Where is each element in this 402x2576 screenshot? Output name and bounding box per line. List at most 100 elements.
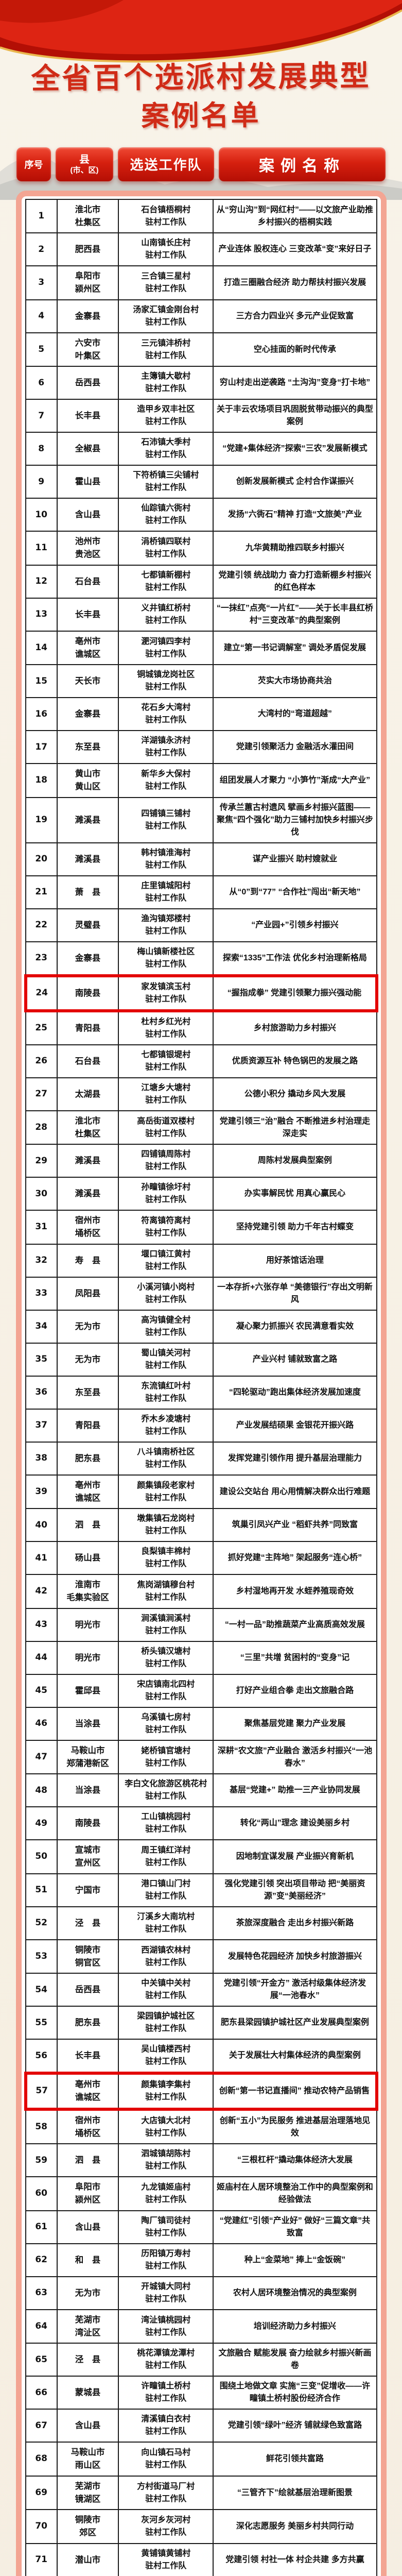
row-number: 27: [25, 1077, 58, 1111]
row-number: 62: [25, 2243, 58, 2277]
row-team: 吴山镇楼西村 驻村工作队: [118, 2039, 214, 2074]
row-team: 八斗镇南桥社区 驻村工作队: [118, 1441, 214, 1476]
row-team: 梁园镇护城社区 驻村工作队: [118, 2006, 214, 2040]
row-number: 2: [25, 232, 58, 267]
table-row: 24 南陵县 家发镇滨玉村 驻村工作队 “握指成拳” 党建引领聚力振兴强动能: [24, 974, 378, 1012]
row-team: 工山镇桃园村 驻村工作队: [118, 1806, 214, 1841]
table-row: 60 阜阳市 颍州区 九龙镇姬庙村 驻村工作队 姬庙村在人居环境整治工作中的典型…: [25, 2176, 377, 2211]
row-team: 造甲乡双丰社区 驻村工作队: [118, 399, 214, 433]
table-row: 39 亳州市 谯城区 颜集镇段老家村 驻村工作队 建设公交站台 用心用情解决群众…: [25, 1474, 377, 1510]
row-county: 亳州市 谯城区: [56, 630, 119, 666]
row-case-title: 种上“金菜地” 捧上“金饭碗”: [213, 2243, 377, 2277]
row-county: 无为市: [56, 2276, 119, 2310]
row-county: 霍山县: [56, 465, 119, 499]
header-col-county: 县 (市、区): [56, 147, 113, 181]
row-county: 长丰县: [56, 399, 119, 433]
row-case-title: “党建+集体经济”探索“三农”发展新模式: [213, 432, 377, 466]
row-county: 长丰县: [56, 2039, 119, 2074]
row-county: 天长市: [56, 664, 119, 699]
row-county: 南陵县: [56, 1806, 119, 1841]
row-case-title: 创新发展新模式 企村合作谋振兴: [213, 465, 377, 499]
table-row: 56 长丰县 吴山镇楼西村 驻村工作队 关于发展壮大村集体经济的典型案例: [25, 2039, 377, 2074]
table-row: 5 六安市 叶集区 三元镇沣桥村 驻村工作队 空心挂面的新时代传承: [25, 332, 377, 367]
table-row: 11 池州市 贵池区 涓桥镇四联村 驻村工作队 九华黄精助推四联乡村振兴: [25, 531, 377, 566]
table-row: 67 含山县 清溪镇白衣村 驻村工作队 党建引领“绿叶”经济 铺就绿色致富路: [25, 2409, 377, 2443]
row-number: 24: [24, 974, 58, 1012]
row-county: 马鞍山市 雨山区: [56, 2442, 119, 2477]
row-team: 泗城镇胡陈村 驻村工作队: [118, 2143, 214, 2178]
table-row: 1 淮北市 杜集区 石台镇梧桐村 驻村工作队 从“穷山沟”到“网红村”——以文旅…: [25, 198, 377, 234]
row-case-title: 建立“第一书记调解室” 调处矛盾促发展: [213, 630, 377, 666]
table-row: 31 宿州市 埇桥区 符离镇符离村 驻村工作队 坚持党建引领 助力千年古村蝶变: [25, 1210, 377, 1245]
row-case-title: 打好产业组合拳 走出文旅融合路: [213, 1673, 377, 1708]
table-row: 4 金寨县 汤家汇镇金刚台村 驻村工作队 三方合力四业兴 多元产业促致富: [25, 299, 377, 333]
row-team: 陶厂镇司徒村 驻村工作队: [118, 2210, 214, 2244]
row-county: 铜陵市 郊区: [56, 2509, 119, 2544]
row-number: 14: [25, 630, 58, 666]
row-case-title: “三根杠杆”撬动集体经济大发展: [213, 2143, 377, 2178]
row-county: 长丰县: [56, 597, 119, 632]
row-case-title: 三方合力四业兴 多元产业促致富: [213, 299, 377, 333]
table-row: 52 泾 县 汀溪乡大南坑村 驻村工作队 茶旅深度融合 走出乡村振兴新路: [25, 1906, 377, 1940]
row-number: 16: [25, 697, 58, 732]
row-case-title: 发挥党建引领作用 提升基层治理能力: [213, 1441, 377, 1476]
row-team: 庄里镇城阳村 驻村工作队: [118, 875, 214, 909]
row-case-title: 肥东县梁园镇护城社区产业发展典型案例: [213, 2006, 377, 2040]
row-case-title: 党建引领“绿叶”经济 铺就绿色致富路: [213, 2409, 377, 2443]
row-county: 泗 县: [56, 2143, 119, 2178]
row-number: 22: [25, 908, 58, 942]
row-team: 三合镇三星村 驻村工作队: [118, 265, 214, 300]
row-case-title: 打造三圈融合经济 助力帮扶村振兴发展: [213, 265, 377, 300]
row-team: 良梨镇丰棉村 驻村工作队: [118, 1541, 214, 1575]
table-row: 21 萧 县 庄里镇城阳村 驻村工作队 从“0”到“77” “合作社”闯出“新天…: [25, 875, 377, 909]
row-county: 寿 县: [56, 1243, 119, 1278]
row-team: 李白文化旅游区桃花村 驻村工作队: [118, 1773, 214, 1808]
table-row: 32 寿 县 堰口镇江黄村 驻村工作队 用好茶馆话治理: [25, 1243, 377, 1278]
table-row: 17 东至县 洋湖镇永济村 驻村工作队 党建引领聚活力 金融活水灌田间: [25, 730, 377, 765]
row-county: 石台县: [56, 564, 119, 599]
row-number: 6: [25, 366, 58, 400]
row-team: 下符桥镇三尖铺村 驻村工作队: [118, 465, 214, 499]
row-team: 港口镇山门村 驻村工作队: [118, 1873, 214, 1907]
row-number: 33: [25, 1276, 58, 1311]
row-case-title: 坚持党建引领 助力千年古村蝶变: [213, 1210, 377, 1245]
row-number: 52: [25, 1906, 58, 1940]
row-county: 亳州市 谯城区: [56, 1474, 119, 1510]
table-row: 48 当涂县 李白文化旅游区桃花村 驻村工作队 基层“党建+” 助推一三产业协同…: [25, 1773, 377, 1808]
row-number: 63: [25, 2276, 58, 2310]
row-team: 乌溪镇七房村 驻村工作队: [118, 1706, 214, 1741]
row-case-title: 转化“两山”理念 建设美丽乡村: [213, 1806, 377, 1841]
row-team: 渔沟镇郑楼村 驻村工作队: [118, 908, 214, 942]
row-number: 28: [25, 1110, 58, 1145]
table-row: 55 肥东县 梁园镇护城社区 驻村工作队 肥东县梁园镇护城社区产业发展典型案例: [25, 2006, 377, 2040]
row-team: 汀溪乡大南坑村 驻村工作队: [118, 1906, 214, 1940]
row-case-title: 空心挂面的新时代传承: [213, 332, 377, 367]
row-number: 13: [25, 597, 58, 632]
row-case-title: 抓好党建“主阵地” 架起服务“连心桥”: [213, 1541, 377, 1575]
row-team: 许疃镇土桥村 驻村工作队: [118, 2376, 214, 2410]
row-county: 凤阳县: [56, 1276, 119, 1311]
row-case-title: 办实事解民忧 用真心赢民心: [213, 1177, 377, 1211]
header-col-number-label: 序号: [24, 159, 43, 170]
row-number: 32: [25, 1243, 58, 1278]
row-number: 50: [25, 1839, 58, 1874]
row-case-title: 传承兰蕙古村遗风 擘画乡村振兴蓝图——聚焦“四个强化”助力三铺村加快乡村振兴步伐: [213, 796, 377, 843]
row-county: 芜湖市 镜湖区: [56, 2475, 119, 2511]
row-team: 七都镇新棚村 驻村工作队: [118, 564, 214, 599]
row-number: 15: [25, 664, 58, 699]
row-county: 宣城市 宣州区: [56, 1839, 119, 1874]
row-team: 西湖镇农林村 驻村工作队: [118, 1939, 214, 1974]
row-case-title: 优质资源互补 特色锅巴的发展之路: [213, 1044, 377, 1078]
table-row: 20 濉溪县 韩村镇淮海村 驻村工作队 谋产业振兴 助村嫂就业: [25, 842, 377, 876]
row-case-title: 芡实大市场协商共治: [213, 664, 377, 699]
row-number: 25: [25, 1010, 58, 1045]
row-team: 高岳街道双楼村 驻村工作队: [118, 1110, 214, 1145]
row-number: 48: [25, 1773, 58, 1808]
row-case-title: 党建引领 村社一体 村企共建 多方共赢: [213, 2543, 377, 2576]
row-team: 开城镇大同村 驻村工作队: [118, 2276, 214, 2310]
table-row: 41 砀山县 良梨镇丰棉村 驻村工作队 抓好党建“主阵地” 架起服务“连心桥”: [25, 1541, 377, 1575]
row-number: 66: [25, 2376, 58, 2410]
row-number: 70: [25, 2509, 58, 2544]
row-team: 蜀山镇关河村 驻村工作队: [118, 1342, 214, 1377]
table-row: 36 东至县 东流镇红叶村 驻村工作队 “四轮驱动”跑出集体经济发展加速度: [25, 1375, 377, 1410]
